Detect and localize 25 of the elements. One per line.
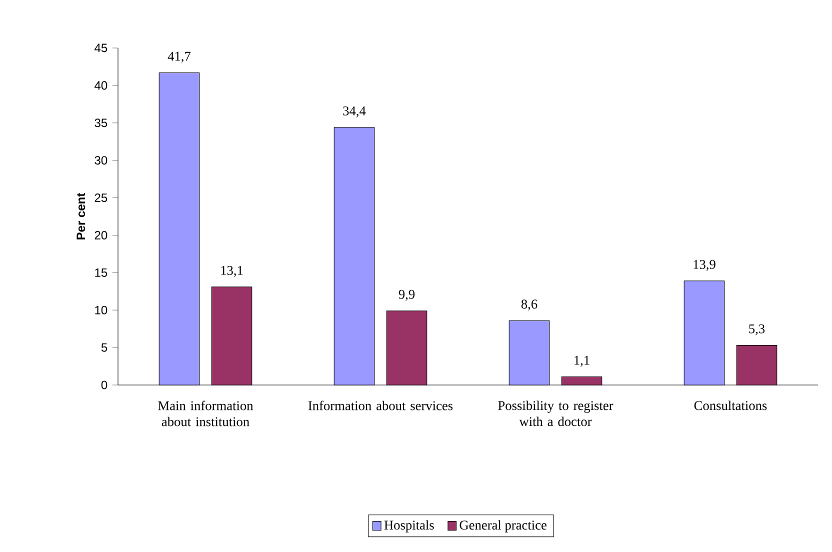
y-tick-label: 5 xyxy=(101,343,108,352)
y-axis-title: Per cent xyxy=(76,192,86,240)
x-tick-label: Consultations xyxy=(694,400,767,410)
y-tick-label: 15 xyxy=(95,268,108,277)
y-tick-label: 10 xyxy=(95,306,108,314)
legend-label: General practice xyxy=(460,520,546,532)
y-tick-label: 40 xyxy=(94,81,108,90)
y-tick-label: 20 xyxy=(94,230,108,240)
y-tick-label: 30 xyxy=(94,156,108,165)
x-tick-label: Possibility to register with a doctor xyxy=(498,400,614,426)
x-tick-label: Main information about institution xyxy=(158,400,254,426)
data-label: 41,7 xyxy=(168,52,191,63)
data-label: 1,1 xyxy=(574,356,590,367)
y-tick-label: 35 xyxy=(94,118,108,128)
x-tick-label: Information about services xyxy=(308,400,453,410)
data-label: 13,9 xyxy=(694,260,716,271)
y-tick-label: 45 xyxy=(94,44,108,52)
data-label: 8,6 xyxy=(521,300,538,311)
data-label: 13,1 xyxy=(221,266,243,277)
y-tick-label: 25 xyxy=(94,194,108,202)
data-label: 9,9 xyxy=(398,290,415,301)
legend-label: Hospitals xyxy=(384,520,434,532)
data-label: 34,4 xyxy=(343,106,366,118)
y-tick-label: 0 xyxy=(101,380,108,390)
data-label: 5,3 xyxy=(749,324,765,336)
